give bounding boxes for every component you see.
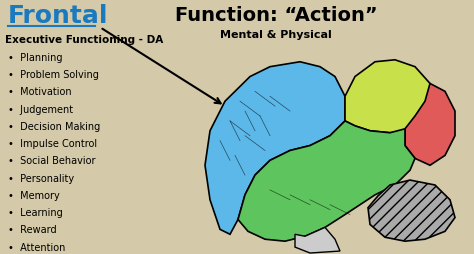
Polygon shape <box>368 180 455 241</box>
Text: Mental & Physical: Mental & Physical <box>220 30 332 40</box>
Text: •  Personality: • Personality <box>8 173 74 183</box>
Text: •  Memory: • Memory <box>8 190 60 200</box>
Text: Executive Functioning - DA: Executive Functioning - DA <box>5 35 163 45</box>
Polygon shape <box>205 62 345 234</box>
Text: •  Social Behavior: • Social Behavior <box>8 156 95 166</box>
Polygon shape <box>295 228 340 253</box>
Text: Function: “Action”: Function: “Action” <box>175 6 378 25</box>
Text: •  Judgement: • Judgement <box>8 104 73 114</box>
Polygon shape <box>405 84 455 166</box>
Text: •  Planning: • Planning <box>8 53 63 62</box>
Text: •  Decision Making: • Decision Making <box>8 121 100 131</box>
Polygon shape <box>345 60 435 133</box>
Polygon shape <box>238 121 415 241</box>
Text: Frontal: Frontal <box>8 4 109 28</box>
Text: •  Learning: • Learning <box>8 207 63 217</box>
Text: •  Reward: • Reward <box>8 225 56 234</box>
Text: •  Problem Solving: • Problem Solving <box>8 70 99 80</box>
Text: •  Motivation: • Motivation <box>8 87 72 97</box>
Text: •  Attention: • Attention <box>8 242 65 251</box>
Text: •  Impulse Control: • Impulse Control <box>8 138 97 148</box>
